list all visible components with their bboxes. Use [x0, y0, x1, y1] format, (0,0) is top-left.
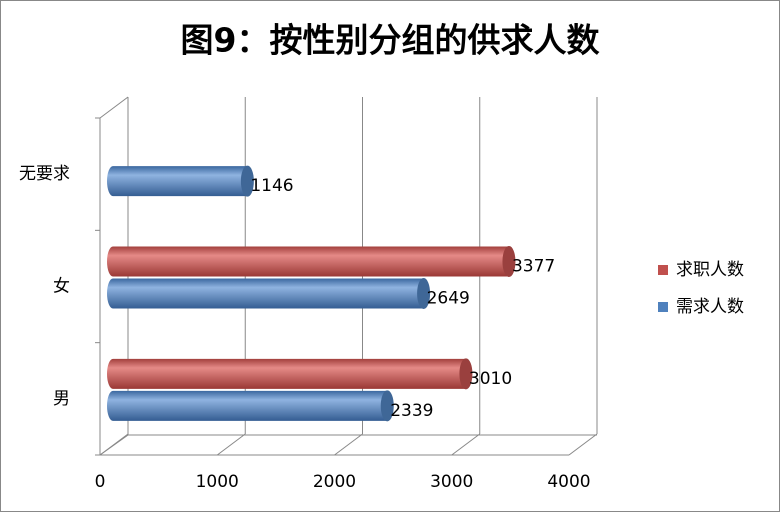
chart-title: 图9：按性别分组的供求人数: [181, 21, 601, 60]
legend-label: 求职人数: [676, 260, 744, 280]
value-label: 3010: [469, 369, 512, 389]
legend-label: 需求人数: [676, 297, 744, 317]
grid-line: [99, 433, 129, 456]
y-tick-label: 无要求: [19, 164, 70, 184]
bar-end: [380, 390, 394, 422]
y-tick-label: 女: [53, 277, 70, 297]
value-label: 3377: [512, 257, 555, 277]
bar-end: [459, 358, 473, 390]
value-label: 2339: [390, 401, 433, 421]
value-label: 1146: [250, 176, 293, 196]
bar: [107, 358, 472, 389]
y-tick-label: 男: [53, 389, 70, 409]
legend-swatch: [658, 265, 668, 275]
x-tick-label: 3000: [430, 472, 473, 492]
legend-swatch: [658, 302, 668, 312]
bar: [107, 246, 515, 277]
grid-line: [334, 433, 363, 456]
value-label: 2649: [427, 289, 470, 309]
x-tick-label: 0: [95, 472, 106, 492]
x-tick-label: 1000: [196, 472, 239, 492]
x-tick-label: 2000: [313, 472, 356, 492]
bar: [107, 166, 254, 197]
grid-line: [568, 433, 598, 456]
grid-line: [451, 433, 481, 456]
bar: [107, 390, 394, 421]
x-tick-label: 4000: [547, 472, 590, 492]
bar-end: [417, 278, 431, 309]
bar-end: [502, 246, 516, 277]
wall-edge: [99, 96, 129, 119]
grid-line: [216, 433, 246, 456]
bar: [107, 278, 430, 309]
bar-end: [240, 165, 254, 197]
